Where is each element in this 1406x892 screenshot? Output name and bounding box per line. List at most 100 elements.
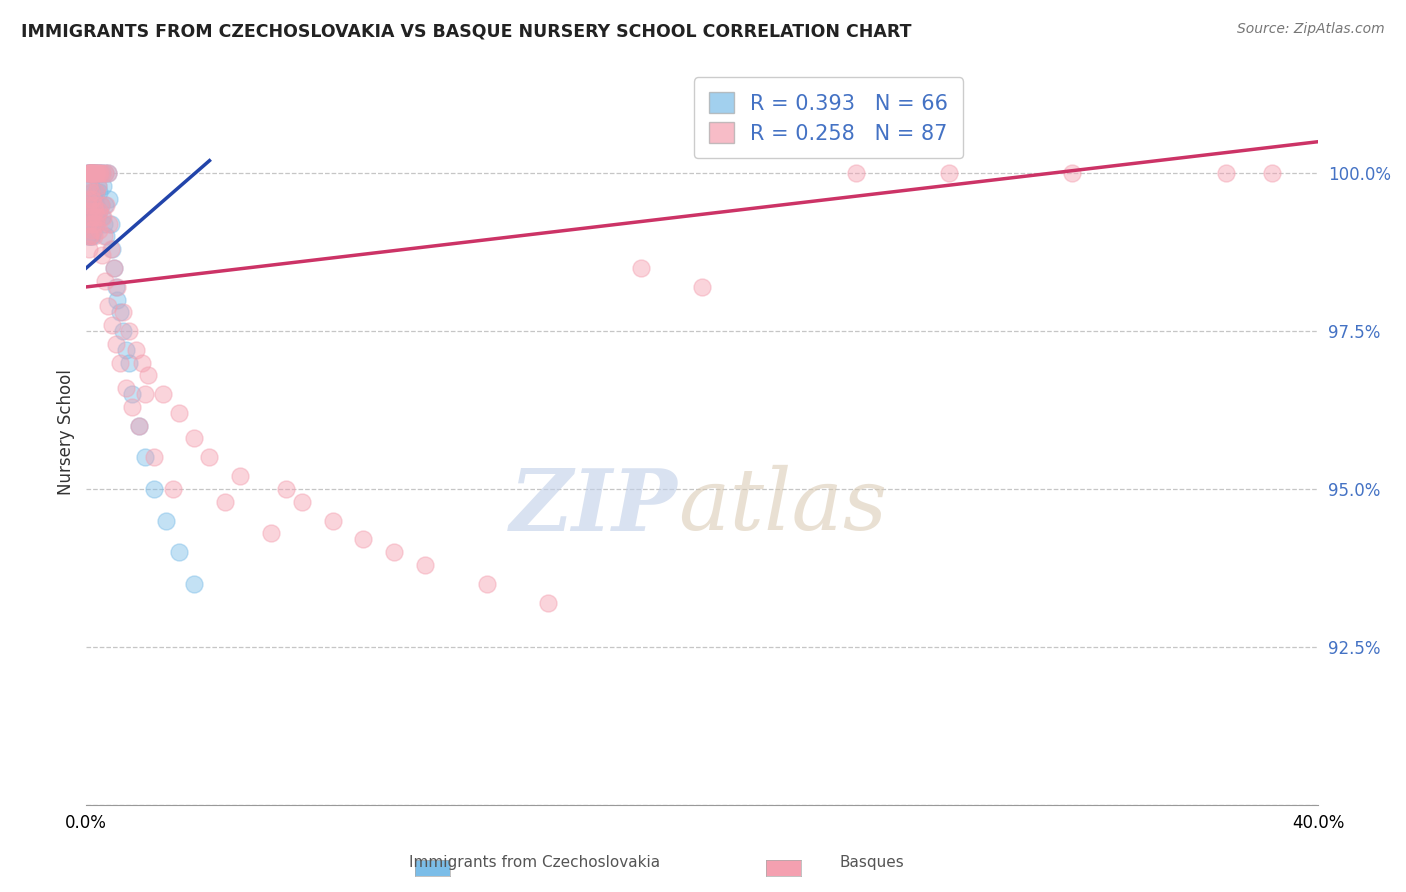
Point — [80, 198, 103, 212]
Point — [82, 166, 104, 180]
Point — [134, 450, 156, 465]
Point — [143, 450, 166, 465]
Point — [1215, 166, 1237, 180]
Point — [103, 260, 125, 275]
Point — [80, 178, 103, 193]
Point — [83, 166, 105, 180]
Point — [131, 356, 153, 370]
Point — [82, 204, 104, 219]
Point — [79, 204, 101, 219]
Point — [143, 482, 166, 496]
Point — [260, 526, 283, 541]
Point — [105, 293, 128, 307]
Point — [77, 166, 100, 180]
Point — [87, 166, 110, 180]
Point — [121, 400, 143, 414]
Point — [87, 178, 110, 193]
Point — [84, 198, 107, 212]
Point — [84, 204, 107, 219]
Point — [152, 387, 174, 401]
Point — [105, 280, 128, 294]
Point — [77, 166, 100, 180]
Point — [87, 204, 110, 219]
Point — [80, 166, 103, 180]
Point — [115, 343, 138, 357]
Point — [77, 198, 100, 212]
Point — [84, 185, 107, 199]
Point — [183, 576, 205, 591]
Point — [80, 229, 103, 244]
Point — [84, 166, 107, 180]
Point — [87, 178, 110, 193]
Point — [118, 324, 141, 338]
Point — [82, 211, 104, 225]
Point — [134, 387, 156, 401]
Text: Immigrants from Czechoslovakia: Immigrants from Czechoslovakia — [409, 855, 659, 870]
Point — [77, 217, 100, 231]
Point — [87, 204, 110, 219]
Point — [89, 223, 111, 237]
Point — [84, 217, 107, 231]
Point — [94, 166, 117, 180]
Point — [89, 166, 111, 180]
Point — [690, 280, 713, 294]
Point — [76, 229, 98, 244]
Point — [76, 166, 98, 180]
Point — [86, 211, 108, 225]
Text: Source: ZipAtlas.com: Source: ZipAtlas.com — [1237, 22, 1385, 37]
Point — [84, 217, 107, 231]
Point — [84, 166, 107, 180]
Point — [112, 324, 135, 338]
Point — [90, 198, 112, 212]
Point — [76, 198, 98, 212]
Point — [167, 406, 190, 420]
Point — [80, 166, 103, 180]
Point — [79, 166, 101, 180]
Point — [82, 166, 104, 180]
Point — [80, 217, 103, 231]
Point — [77, 204, 100, 219]
Point — [100, 217, 122, 231]
Point — [124, 343, 146, 357]
Point — [121, 387, 143, 401]
Point — [77, 242, 100, 256]
Point — [82, 211, 104, 225]
Point — [83, 166, 105, 180]
Point — [100, 242, 122, 256]
Point — [82, 185, 104, 199]
Point — [79, 229, 101, 244]
Point — [82, 217, 104, 231]
Text: ZIP: ZIP — [510, 465, 678, 549]
Point — [276, 482, 298, 496]
Point — [77, 229, 100, 244]
Point — [104, 280, 127, 294]
Point — [112, 305, 135, 319]
Point — [108, 356, 131, 370]
Point — [79, 178, 101, 193]
Point — [82, 229, 104, 244]
Point — [93, 229, 115, 244]
Text: Basques: Basques — [839, 855, 904, 870]
Point — [80, 223, 103, 237]
Point — [96, 198, 118, 212]
Point — [76, 166, 98, 180]
Point — [162, 482, 184, 496]
Point — [84, 204, 107, 219]
Point — [136, 368, 159, 383]
Point — [90, 166, 112, 180]
Point — [79, 166, 101, 180]
Point — [91, 211, 114, 225]
Point — [128, 418, 150, 433]
Point — [353, 533, 375, 547]
Point — [103, 260, 125, 275]
Text: IMMIGRANTS FROM CZECHOSLOVAKIA VS BASQUE NURSERY SCHOOL CORRELATION CHART: IMMIGRANTS FROM CZECHOSLOVAKIA VS BASQUE… — [21, 22, 911, 40]
Point — [98, 217, 121, 231]
Point — [108, 305, 131, 319]
Point — [475, 576, 498, 591]
Point — [115, 381, 138, 395]
Point — [98, 192, 121, 206]
Point — [1060, 166, 1083, 180]
Point — [93, 217, 115, 231]
Point — [94, 198, 117, 212]
Point — [229, 469, 252, 483]
